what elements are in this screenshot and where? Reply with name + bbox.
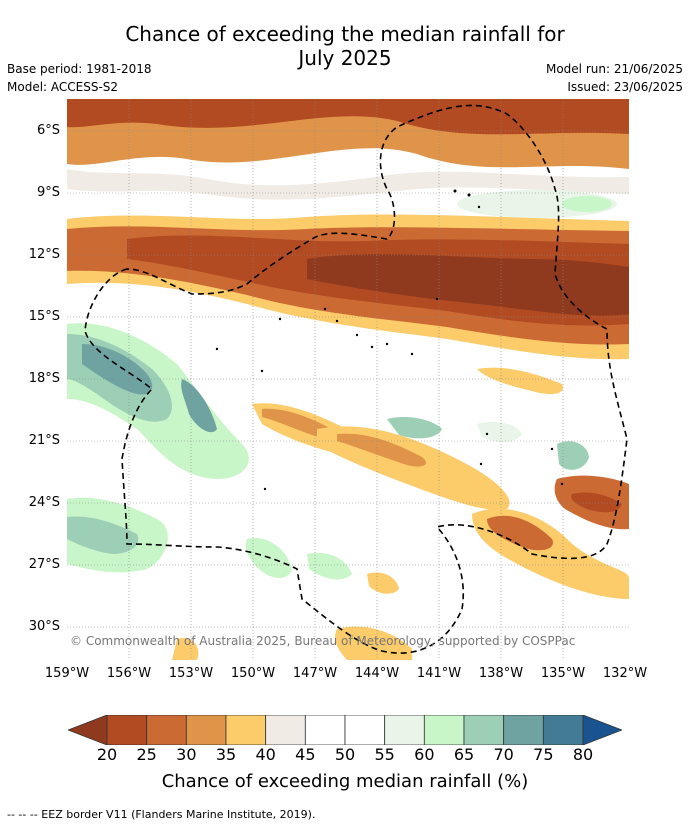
- lon-tick-141w: 141°W: [416, 666, 462, 681]
- lat-tick-6s: 6°S: [36, 123, 60, 138]
- rainfall-map: [67, 99, 629, 660]
- model-info: Base period: 1981-2018 Model: ACCESS-S2: [7, 60, 152, 96]
- eez-footnote: -- -- -- EEZ border V11 (Flanders Marine…: [7, 808, 316, 821]
- colorbar-segment: [265, 715, 306, 745]
- rainfall-map-svg: [67, 99, 629, 660]
- lon-tick-153w: 153°W: [168, 666, 214, 681]
- lon-tick-132w: 132°W: [602, 666, 648, 681]
- lat-tick-15s: 15°S: [28, 309, 60, 324]
- lat-tick-9s: 9°S: [36, 185, 60, 200]
- graticule: [67, 99, 629, 660]
- lat-tick-12s: 12°S: [28, 247, 60, 262]
- colorbar-segment: [146, 715, 187, 745]
- lat-tick-30s: 30°S: [28, 619, 60, 634]
- colorbar-tick: 25: [136, 745, 157, 764]
- model-name: Model: ACCESS-S2: [7, 80, 119, 94]
- title-line-1: Chance of exceeding the median rainfall …: [125, 22, 565, 46]
- colorbar-segment: [304, 715, 346, 745]
- lon-tick-159w: 159°W: [44, 666, 90, 681]
- lon-tick-150w: 150°W: [230, 666, 276, 681]
- colorbar-tick: 30: [176, 745, 197, 764]
- copyright-notice: © Commonwealth of Australia 2025, Bureau…: [70, 634, 576, 648]
- colorbar-segment: [423, 715, 465, 745]
- base-period: Base period: 1981-2018: [7, 62, 152, 76]
- colorbar: [68, 715, 622, 745]
- colorbar-segment: [185, 715, 227, 745]
- lat-tick-27s: 27°S: [28, 557, 60, 572]
- colorbar-tick: 55: [374, 745, 395, 764]
- map-title: Chance of exceeding the median rainfall …: [0, 22, 690, 70]
- colorbar-tick: 75: [533, 745, 554, 764]
- run-info: Model run: 21/06/2025 Issued: 23/06/2025: [546, 60, 683, 96]
- colorbar-segment: [463, 715, 505, 745]
- colorbar-tick: 50: [334, 745, 356, 764]
- colorbar-arrow-high: [582, 715, 622, 745]
- colorbar-arrow-low: [68, 715, 108, 745]
- title-line-2: July 2025: [298, 46, 392, 70]
- colorbar-tick: 20: [96, 745, 118, 764]
- issued-date: Issued: 23/06/2025: [567, 80, 683, 94]
- colorbar-tick: 45: [295, 745, 316, 764]
- colorbar-segment: [106, 715, 148, 745]
- colorbar-tick: 70: [493, 745, 514, 764]
- eez-border: [84, 104, 628, 654]
- lon-tick-156w: 156°W: [106, 666, 152, 681]
- lat-tick-24s: 24°S: [28, 495, 60, 510]
- colorbar-segment: [225, 715, 267, 745]
- lon-tick-138w: 138°W: [478, 666, 524, 681]
- colorbar-tick: 40: [255, 745, 276, 764]
- lon-tick-147w: 147°W: [292, 666, 338, 681]
- lat-tick-21s: 21°S: [28, 433, 60, 448]
- colorbar-segment: [344, 715, 386, 745]
- colorbar-tick: 65: [453, 745, 475, 764]
- colorbar-label: Chance of exceeding median rainfall (%): [161, 771, 529, 792]
- colorbar-segment: [542, 715, 584, 745]
- colorbar-tick: 60: [414, 745, 435, 764]
- colorbar-tick: 80: [572, 745, 594, 764]
- islands: [215, 189, 564, 491]
- lon-tick-144w: 144°W: [354, 666, 400, 681]
- lon-tick-135w: 135°W: [540, 666, 586, 681]
- model-run: Model run: 21/06/2025: [545, 62, 683, 76]
- colorbar-segment: [503, 715, 544, 745]
- colorbar-tick: 35: [215, 745, 237, 764]
- colorbar-segment: [384, 715, 425, 745]
- lat-tick-18s: 18°S: [28, 371, 60, 386]
